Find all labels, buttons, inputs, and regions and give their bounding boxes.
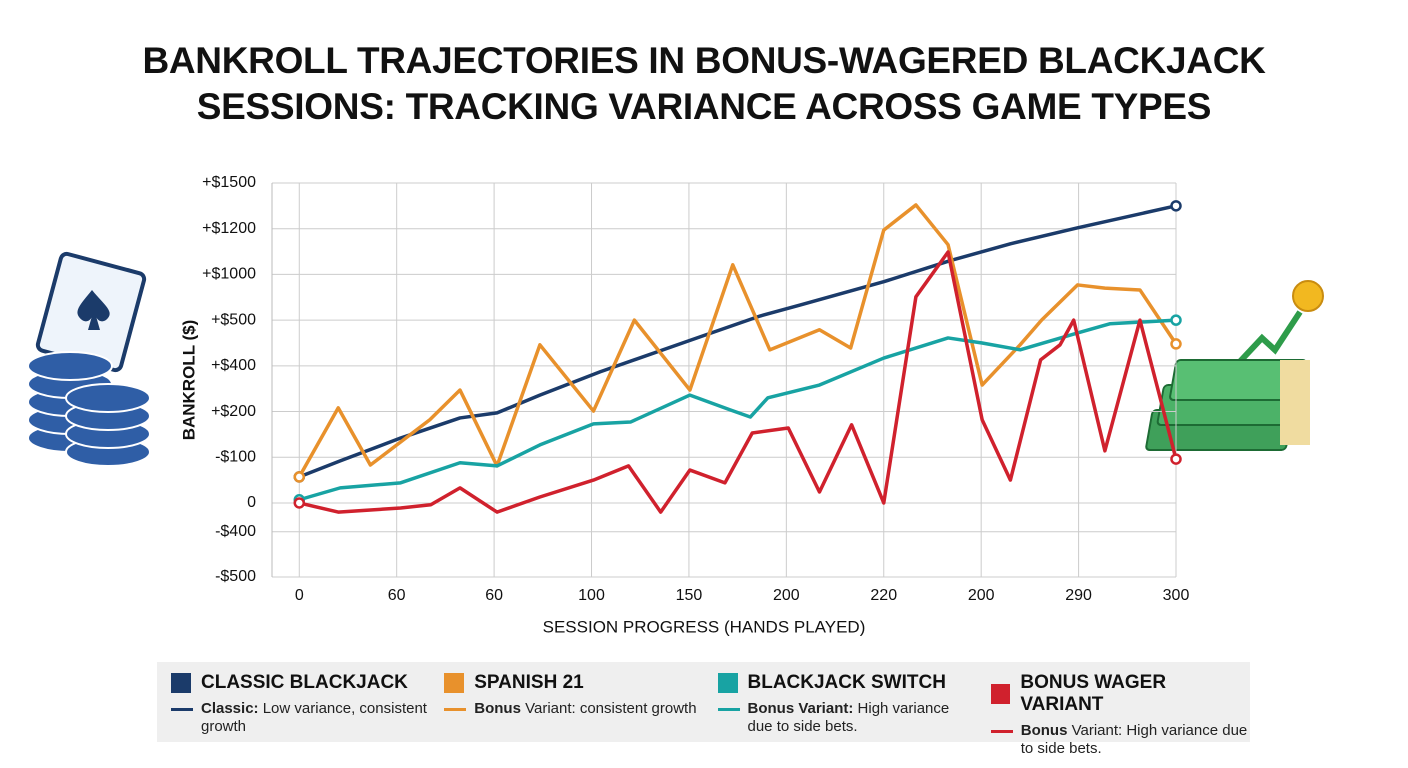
x-tick-label: 0 bbox=[295, 587, 304, 604]
legend-desc-text: High variance due to side bets. bbox=[747, 700, 950, 735]
legend-head: BONUS WAGER VARIANT bbox=[990, 672, 1250, 716]
legend-swatch bbox=[717, 673, 738, 693]
x-tick-label: 60 bbox=[485, 587, 503, 604]
legend-entry: BLACKJACK SWITCH Bonus Variant: High vari… bbox=[704, 662, 977, 742]
legend-desc: Bonus Variant: High variance due to side… bbox=[717, 700, 977, 736]
legend-line bbox=[444, 708, 467, 711]
y-tick-label: +$400 bbox=[211, 357, 256, 374]
legend-desc: Bonus Variant: High variance due to side… bbox=[990, 722, 1250, 758]
legend-desc-bold: Bonus bbox=[474, 700, 521, 717]
x-tick-label: 290 bbox=[1065, 587, 1092, 604]
legend-entry: SPANISH 21 Bonus Variant: consistent grow… bbox=[430, 662, 703, 742]
y-tick-label: +$1200 bbox=[202, 220, 256, 237]
legend-swatch bbox=[990, 684, 1011, 704]
point-marker bbox=[1170, 200, 1182, 212]
legend-text: Bonus Variant: High variance due to side… bbox=[748, 700, 977, 736]
series-line bbox=[297, 203, 1178, 478]
x-axis-label: SESSION PROGRESS (HANDS PLAYED) bbox=[543, 617, 866, 636]
series-line bbox=[298, 250, 1178, 514]
legend-desc-text: Low variance, consistent growth bbox=[201, 700, 427, 735]
legend-desc: Bonus Variant: consistent growth bbox=[444, 700, 703, 718]
legend-swatch bbox=[444, 673, 465, 693]
x-tick-label: 200 bbox=[968, 587, 995, 604]
y-tick-label: -$400 bbox=[215, 523, 256, 540]
y-tick-label: -$100 bbox=[215, 448, 256, 465]
legend-label: BLACKJACK SWITCH bbox=[747, 672, 946, 693]
legend-text: Classic: Low variance, consistent growth bbox=[201, 700, 430, 736]
legend-desc-bold: Bonus Variant: bbox=[747, 700, 854, 717]
series-line bbox=[298, 204, 1177, 479]
legend-text: Bonus Variant: consistent growth bbox=[474, 700, 696, 718]
chart-title: BANKROLL TRAJECTORIES IN BONUS-WAGERED B… bbox=[142, 40, 1266, 127]
legend-desc-text: Variant: consistent growth bbox=[525, 700, 697, 717]
legend-text: Bonus Variant: High variance due to side… bbox=[1021, 722, 1250, 758]
x-tick-label: 60 bbox=[388, 587, 406, 604]
legend-label: CLASSIC BLACKJACK bbox=[201, 672, 408, 693]
x-tick-label: 200 bbox=[773, 587, 800, 604]
y-tick-label: 0 bbox=[247, 494, 256, 511]
x-tick-label: 300 bbox=[1163, 587, 1190, 604]
legend-desc: Classic: Low variance, consistent growth bbox=[171, 700, 430, 736]
legend-head: SPANISH 21 bbox=[444, 672, 703, 694]
y-axis-label: BANKROLL ($) bbox=[179, 320, 198, 441]
x-tick-label: 100 bbox=[578, 587, 605, 604]
legend-line bbox=[990, 730, 1013, 733]
legend-entry: BONUS WAGER VARIANT Bonus Variant: High v… bbox=[977, 662, 1250, 757]
legend-label: SPANISH 21 bbox=[474, 672, 584, 693]
point-marker bbox=[293, 497, 306, 509]
point-marker bbox=[1170, 314, 1182, 326]
legend-desc-bold: Bonus bbox=[1020, 722, 1068, 739]
x-tick-label: 150 bbox=[676, 587, 703, 604]
y-tick-label: -$500 bbox=[215, 568, 256, 585]
x-tick-label: 220 bbox=[870, 587, 897, 604]
y-tick-label: +$500 bbox=[211, 311, 256, 328]
legend-swatch bbox=[171, 673, 191, 693]
legend: CLASSIC BLACKJACK Classic: Low variance, … bbox=[157, 662, 1250, 757]
chips-icon bbox=[27, 251, 151, 467]
y-tick-label: +$1500 bbox=[202, 174, 256, 191]
series-line bbox=[298, 318, 1177, 502]
point-marker bbox=[1170, 338, 1182, 350]
legend-head: BLACKJACK SWITCH bbox=[717, 672, 977, 694]
legend-entry: CLASSIC BLACKJACK Classic: Low variance, … bbox=[157, 662, 430, 742]
y-tick-label: +$1000 bbox=[202, 266, 256, 283]
legend-desc-text: Variant: High variance due to side bets. bbox=[1020, 722, 1248, 757]
legend-line bbox=[717, 708, 740, 711]
legend-head: CLASSIC BLACKJACK bbox=[171, 672, 430, 694]
legend-label: BONUS WAGER VARIANT bbox=[1020, 672, 1167, 715]
legend-line bbox=[171, 708, 193, 711]
legend-desc-bold: Classic: bbox=[201, 700, 259, 717]
y-tick-label: +$200 bbox=[211, 403, 256, 420]
point-marker bbox=[1170, 453, 1182, 465]
point-marker bbox=[293, 471, 306, 483]
